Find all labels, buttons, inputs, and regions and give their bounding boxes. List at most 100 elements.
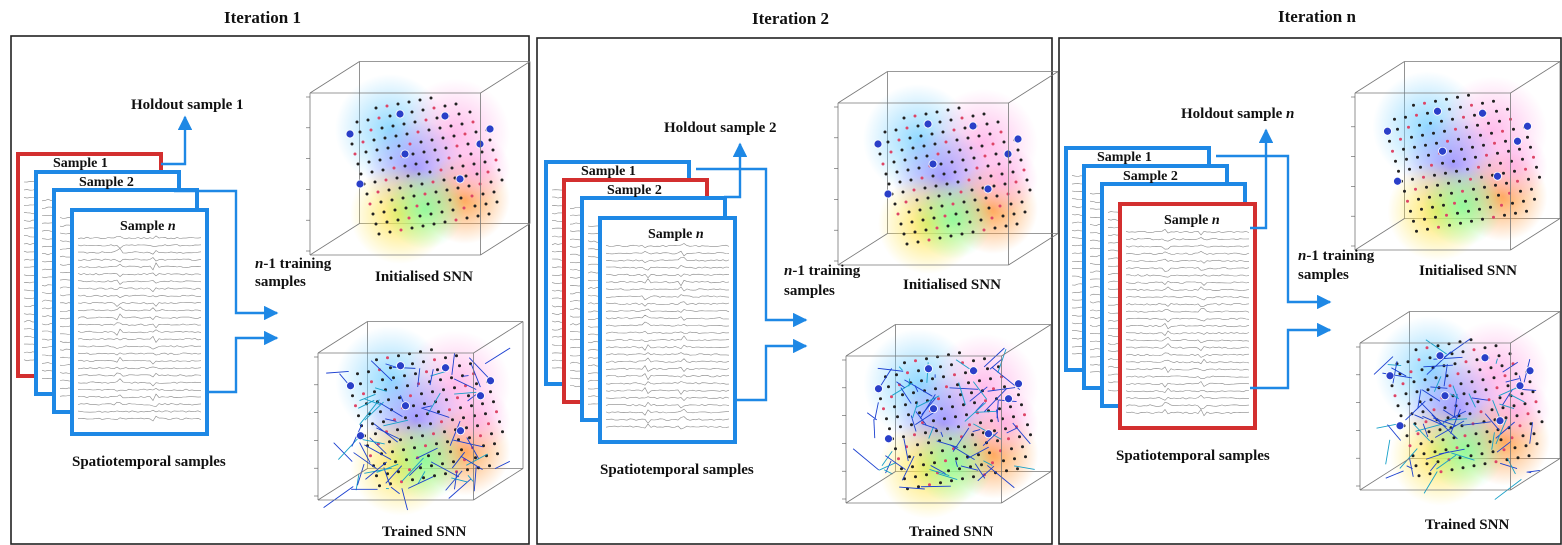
neuron-dot [415,414,418,418]
neuron-dot [1409,209,1412,213]
neuron-dot [388,440,391,444]
neuron-dot [923,186,927,190]
neuron-dot [1467,370,1471,374]
neuron-dot [1425,185,1428,189]
neuron-dot [389,156,393,160]
neuron-dot [442,388,445,392]
eeg-trace [77,393,202,402]
neuron-dot [1518,147,1521,151]
connection-line [1420,402,1442,425]
neuron-dot [422,150,426,154]
neuron-dot [464,174,468,178]
neuron-dot [1482,143,1485,147]
connection-line [1506,457,1516,475]
connection-line [878,368,893,389]
eeg-trace [77,313,202,321]
neuron-dot [930,451,933,455]
neuron-dot [901,190,905,194]
neuron-dot [1423,101,1426,105]
neuron-dot [454,102,458,106]
neuron-dot [460,122,464,126]
neuron-dot [1489,366,1493,370]
neuron-dot [388,114,392,118]
neuron-dot [1455,169,1458,173]
neuron-dot [1523,402,1527,406]
neuron-dot [971,114,975,118]
neuron-dot [387,188,391,192]
connection-line [376,427,400,440]
neuron-dot [916,443,919,447]
input-neuron [440,111,450,121]
neuron-dot [937,397,940,401]
neuron-dot [1504,416,1508,420]
neuron-dot [1013,457,1016,461]
neuron-dot [895,373,898,377]
training-text: -1 training [1306,248,1375,264]
neuron-dot [408,142,412,146]
neuron-dot [1481,217,1484,221]
neuron-dot [931,377,934,381]
neuron-dot [1526,412,1530,416]
neuron-dot [910,423,913,427]
neuron-dot [899,222,903,226]
neuron-dot [1421,133,1424,137]
connection-line [473,466,477,492]
eeg-trace [77,409,202,413]
input-neuron [1014,379,1023,389]
neuron-dot [1473,390,1477,394]
neuron-dot [478,182,482,186]
neuron-dot [1500,364,1504,368]
eeg-trace [605,314,730,321]
neuron-dot [1422,452,1426,456]
connection-line [984,387,1008,412]
input-neuron [1525,366,1535,376]
neuron-dot [1527,177,1530,181]
neuron-dot [354,404,357,408]
neuron-dot [405,458,408,462]
neuron-dot [941,130,945,134]
neuron-dot [1503,374,1507,378]
neuron-dot [412,194,416,198]
neuron-dot [908,136,912,140]
neuron-dot [967,381,970,385]
sample-n-var: n [167,219,176,234]
connection-line [417,368,421,387]
panel-2-trained-caption: Trained SNN [909,524,994,540]
sample-sheet-border [70,208,209,436]
connection-line [364,467,392,474]
neuron-dot [924,228,928,232]
neuron-dot [1470,219,1473,223]
neuron-dot [978,379,981,383]
panel-3-training-label: n-1 training [1298,248,1374,265]
neuron-dot [438,452,441,456]
neuron-dot [1423,378,1427,382]
neuron-dot [1415,113,1418,117]
neuron-dot [1028,188,1032,192]
neuron-dot [1396,127,1399,131]
neuron-dot [1532,432,1536,436]
cube-edge [1510,218,1561,251]
neuron-dot [1527,454,1531,458]
neuron-dot [1393,394,1397,398]
neuron-dot [423,192,427,196]
connection-line [338,435,361,460]
neuron-dot [1452,159,1455,163]
eeg-trace [605,273,730,279]
neuron-dot [964,168,968,172]
panel-3-sample-1-label: Sample 1 [1097,150,1152,165]
connection-line [359,438,385,445]
neuron-dot [965,210,969,214]
neuron-dot [1411,454,1415,458]
input-neuron [395,109,405,119]
neuron-dot [1492,215,1495,219]
neuron-dot [972,359,975,363]
eeg-trace [605,416,730,424]
neuron-dot [1414,348,1418,352]
neuron-dot [446,440,449,444]
neuron-dot [431,180,435,184]
input-neuron [346,381,355,391]
connection-line [1430,386,1448,389]
neuron-dot [887,385,890,389]
input-neuron [884,434,893,444]
eeg-trace [605,330,730,335]
